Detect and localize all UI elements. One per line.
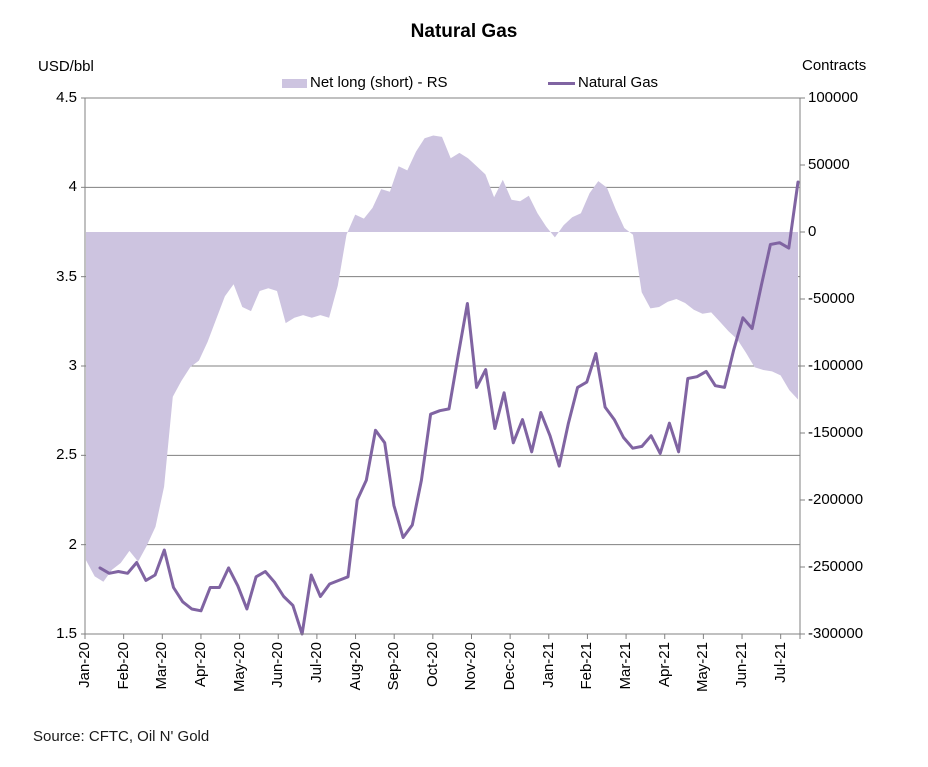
x-axis-month-label: Sep-20 bbox=[385, 642, 403, 691]
x-axis-month-label: Nov-20 bbox=[462, 642, 480, 691]
x-axis-month-label: Jan-21 bbox=[539, 642, 557, 688]
right-axis-tick-label: 50000 bbox=[808, 156, 850, 173]
x-axis-month-label: Jul-21 bbox=[771, 642, 789, 683]
chart-title: Natural Gas bbox=[410, 21, 518, 42]
right-axis-tick-label: 0 bbox=[808, 223, 817, 240]
x-axis-month-label: Aug-20 bbox=[346, 642, 364, 691]
x-axis-month-label: May-21 bbox=[694, 642, 712, 693]
left-axis-tick-label: 2.5 bbox=[56, 446, 77, 464]
x-axis-month-label: Oct-20 bbox=[423, 642, 441, 688]
net-long-area-series bbox=[86, 135, 798, 582]
left-axis-tick-label: 4.5 bbox=[56, 89, 77, 106]
legend-area-swatch bbox=[282, 79, 307, 88]
x-axis-month-label: Feb-21 bbox=[578, 642, 596, 690]
left-axis-tick-label: 4 bbox=[68, 178, 77, 196]
source-note: Source: CFTC, Oil N' Gold bbox=[33, 728, 210, 745]
left-axis-tick-label: 1.5 bbox=[56, 625, 77, 642]
legend: Net long (short) - RS Natural Gas bbox=[0, 73, 928, 93]
right-axis-tick-label: -150000 bbox=[808, 424, 864, 441]
legend-line-label: Natural Gas bbox=[578, 74, 659, 91]
x-axis-month-label: Dec-20 bbox=[501, 642, 519, 691]
legend-area-label: Net long (short) - RS bbox=[310, 74, 448, 91]
natural-gas-line-series bbox=[98, 180, 800, 636]
left-axis-tick-label: 2 bbox=[68, 535, 77, 553]
legend-line-swatch bbox=[548, 82, 575, 85]
x-axis-month-label: Mar-21 bbox=[617, 642, 635, 690]
right-axis-tick-label: -50000 bbox=[808, 290, 855, 307]
x-axis-month-label: Jul-20 bbox=[307, 642, 325, 683]
left-axis-tick-label: 3 bbox=[68, 357, 77, 374]
x-axis-month-label: Jun-21 bbox=[733, 642, 751, 688]
x-axis-month-label: May-20 bbox=[230, 642, 248, 693]
right-axis-tick-label: -100000 bbox=[808, 357, 864, 374]
x-axis-month-label: Jun-20 bbox=[269, 642, 287, 688]
right-axis-title: Contracts bbox=[802, 57, 867, 74]
x-axis-month-label: Feb-20 bbox=[114, 642, 132, 690]
right-axis-tick-label: -250000 bbox=[808, 558, 864, 575]
left-axis-title: USD/bbl bbox=[38, 58, 94, 75]
left-axis-tick-label: 3.5 bbox=[56, 267, 77, 285]
x-axis-month-label: Jan-20 bbox=[76, 642, 93, 688]
x-axis-month-label: Apr-21 bbox=[655, 642, 673, 688]
right-axis-tick-label: -300000 bbox=[808, 625, 864, 642]
right-axis-tick-label: -200000 bbox=[808, 491, 864, 508]
x-axis-month-label: Apr-20 bbox=[191, 642, 209, 688]
right-axis-tick-label: 100000 bbox=[808, 89, 859, 106]
x-axis-month-label: Mar-20 bbox=[153, 642, 171, 690]
